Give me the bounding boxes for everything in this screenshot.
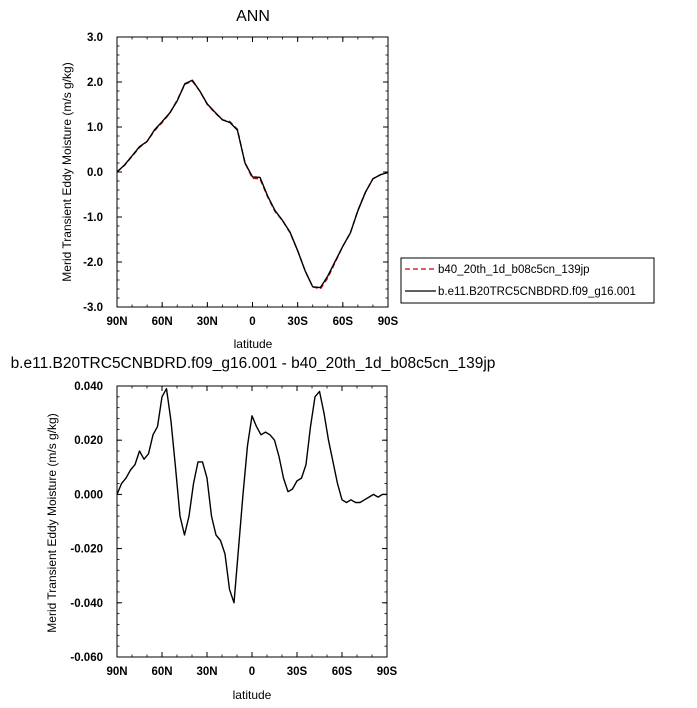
x-tick-label: 30S: [287, 316, 308, 328]
x-tick-label: 90S: [378, 316, 399, 328]
y-tick-label: 0.040: [74, 381, 103, 393]
y-tick-label: 2.0: [87, 77, 103, 89]
x-tick-label: 60S: [333, 316, 354, 328]
legend-box: [400, 257, 655, 304]
top-chart-series: [116, 79, 389, 290]
x-tick-label: 60S: [332, 666, 353, 678]
series-line-1: [116, 388, 387, 604]
top-chart-y-ticks: -3.0 -2.0 -1.0 0.0 1.0 2.0 3.0: [83, 32, 388, 314]
y-tick-label: 0.020: [74, 435, 103, 447]
y-tick-label: -2.0: [83, 257, 103, 269]
bottom-chart-x-ticks: 90N 60N 30N 0 30S 60S 90S: [106, 386, 398, 678]
y-tick-label: -0.020: [70, 544, 103, 556]
x-tick-label: 0: [249, 316, 255, 328]
legend-label-series-2: b.e11.B20TRC5CNBDRD.f09_g16.001: [438, 286, 636, 298]
bottom-chart-title: b.e11.B20TRC5CNBDRD.f09_g16.001 - b40_20…: [11, 355, 496, 372]
x-tick-label: 30N: [197, 316, 218, 328]
bottom-chart-series: [116, 388, 387, 604]
y-tick-label: 0.000: [74, 489, 103, 501]
bottom-chart-y-ticks: -0.060 -0.040 -0.020 0.000 0.020 0.040: [70, 381, 387, 664]
x-tick-label: 90S: [377, 666, 398, 678]
top-chart-x-ticks: 90N 60N 30N 0 30S 60S 90S: [106, 37, 399, 328]
bottom-chart-frame: [116, 385, 388, 658]
top-chart-xlabel: latitude: [234, 337, 273, 351]
bottom-chart-ylabel: Merid Transient Eddy Moisture (m/s g/kg): [45, 413, 59, 632]
top-chart-title: ANN: [236, 8, 270, 25]
x-tick-label: 0: [249, 666, 255, 678]
series-line-1: [116, 80, 389, 290]
top-chart: ANN Merid Transient Eddy Moisture (m/s g…: [60, 8, 399, 351]
y-tick-label: -3.0: [83, 302, 103, 314]
x-tick-label: 30N: [196, 666, 217, 678]
x-tick-label: 90N: [106, 666, 127, 678]
series-line-2: [116, 79, 389, 289]
y-tick-label: 1.0: [87, 122, 103, 134]
x-tick-label: 60N: [151, 666, 172, 678]
top-chart-frame: [116, 36, 389, 308]
x-tick-label: 30S: [287, 666, 308, 678]
y-tick-label: 0.0: [87, 167, 103, 179]
y-tick-label: 3.0: [87, 32, 103, 44]
bottom-chart: b.e11.B20TRC5CNBDRD.f09_g16.001 - b40_20…: [11, 355, 496, 702]
y-tick-label: -0.040: [70, 598, 103, 610]
y-tick-label: -1.0: [83, 212, 103, 224]
legend: b40_20th_1d_b08c5cn_139jp b.e11.B20TRC5C…: [400, 257, 655, 304]
y-tick-label: -0.060: [70, 652, 103, 664]
x-tick-label: 90N: [106, 316, 127, 328]
bottom-chart-xlabel: latitude: [233, 688, 272, 702]
top-chart-ylabel: Merid Transient Eddy Moisture (m/s g/kg): [60, 62, 74, 281]
x-tick-label: 60N: [152, 316, 173, 328]
legend-label-series-1: b40_20th_1d_b08c5cn_139jp: [438, 264, 590, 276]
